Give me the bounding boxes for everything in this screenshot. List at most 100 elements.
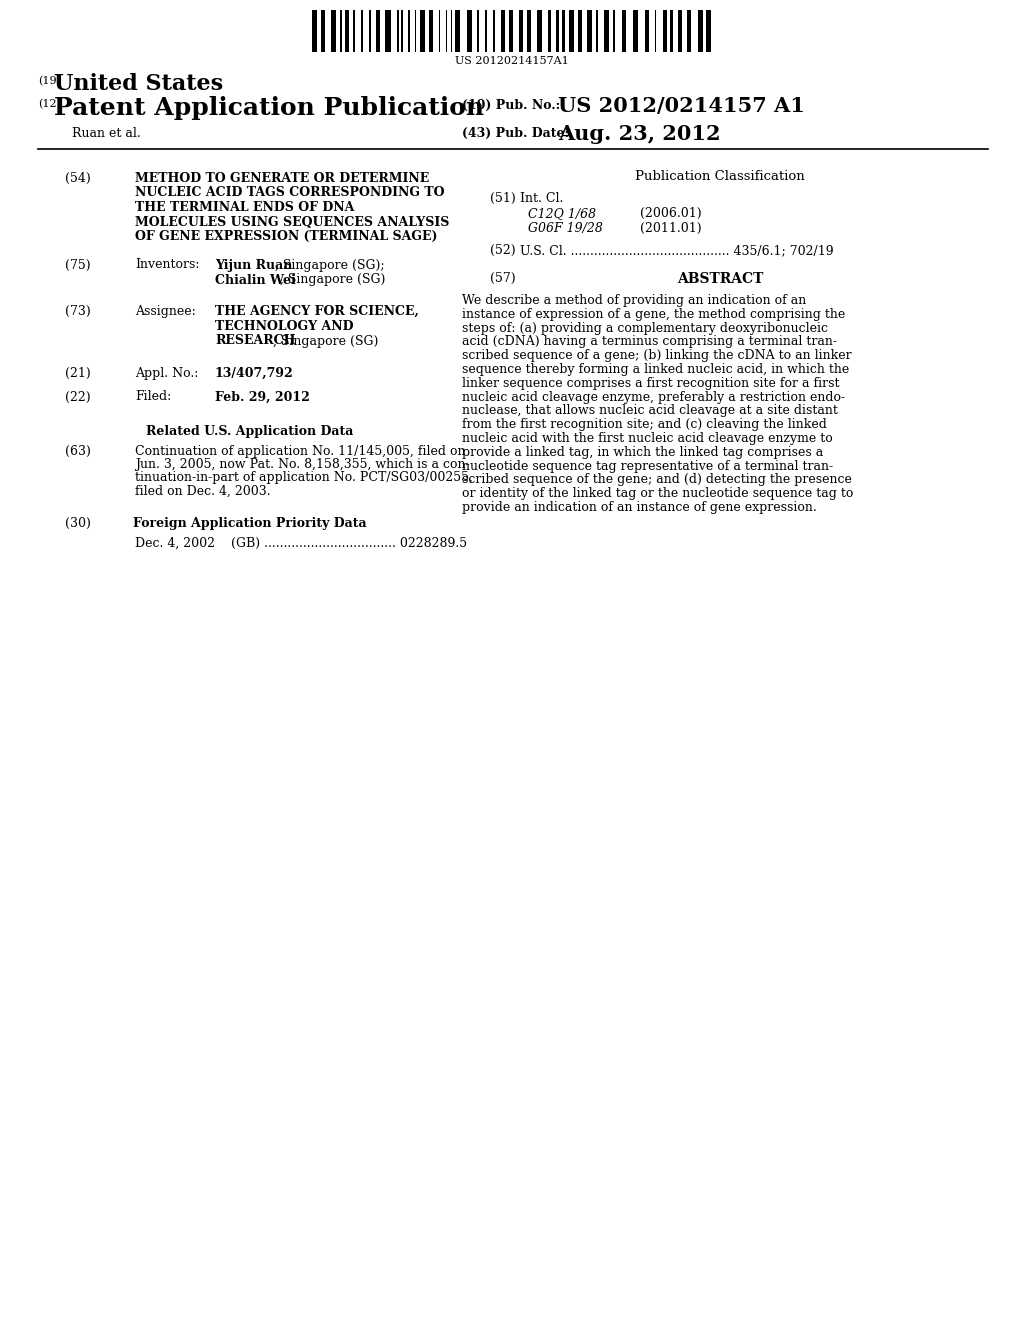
Bar [467,11,472,51]
Text: provide a linked tag, in which the linked tag comprises a: provide a linked tag, in which the linke… [462,446,823,459]
Bar [312,11,317,51]
Text: Int. Cl.: Int. Cl. [520,191,563,205]
Text: Foreign Application Priority Data: Foreign Application Priority Data [133,516,367,529]
Bar [370,11,371,51]
Bar [455,11,460,51]
Bar [527,11,531,51]
Text: ABSTRACT: ABSTRACT [677,272,763,286]
Text: (52): (52) [490,244,516,257]
Text: RESEARCH: RESEARCH [215,334,296,347]
Text: , Singapore (SG): , Singapore (SG) [280,273,385,286]
Bar [451,11,453,51]
Bar [596,11,598,51]
Bar [385,11,391,51]
Bar [401,11,403,51]
Text: linker sequence comprises a first recognition site for a first: linker sequence comprises a first recogn… [462,376,840,389]
Bar [331,11,337,51]
Bar [322,11,326,51]
Bar [633,11,638,51]
Bar [501,11,506,51]
Text: (19): (19) [38,77,61,86]
Text: THE TERMINAL ENDS OF DNA: THE TERMINAL ENDS OF DNA [135,201,354,214]
Bar [622,11,626,51]
Text: acid (cDNA) having a terminus comprising a terminal tran-: acid (cDNA) having a terminus comprising… [462,335,837,348]
Text: (2011.01): (2011.01) [640,222,701,235]
Text: C12Q 1/68: C12Q 1/68 [528,207,596,220]
Text: from the first recognition site; and (c) cleaving the linked: from the first recognition site; and (c)… [462,418,826,432]
Text: (2006.01): (2006.01) [640,207,701,220]
Text: (43) Pub. Date:: (43) Pub. Date: [462,127,569,140]
Bar [345,11,349,51]
Text: or identity of the linked tag or the nucleotide sequence tag to: or identity of the linked tag or the nuc… [462,487,853,500]
Bar [361,11,364,51]
Bar [687,11,691,51]
Bar [556,11,559,51]
Text: Inventors:: Inventors: [135,259,200,272]
Text: United States: United States [54,73,223,95]
Bar [538,11,543,51]
Text: (54): (54) [65,172,91,185]
Text: filed on Dec. 4, 2003.: filed on Dec. 4, 2003. [135,484,270,498]
Text: instance of expression of a gene, the method comprising the: instance of expression of a gene, the me… [462,308,845,321]
Text: , Singapore (SG): , Singapore (SG) [273,334,379,347]
Text: (12): (12) [38,99,61,110]
Text: NUCLEIC ACID TAGS CORRESPONDING TO: NUCLEIC ACID TAGS CORRESPONDING TO [135,186,444,199]
Bar [654,11,656,51]
Text: (10) Pub. No.:: (10) Pub. No.: [462,99,560,112]
Text: Dec. 4, 2002    (GB) .................................. 0228289.5: Dec. 4, 2002 (GB) ......................… [135,536,467,549]
Bar [409,11,411,51]
Bar [670,11,674,51]
Bar [604,11,609,51]
Text: (63): (63) [65,445,91,458]
Text: Feb. 29, 2012: Feb. 29, 2012 [215,391,310,404]
Text: Related U.S. Application Data: Related U.S. Application Data [146,425,353,437]
Text: sequence thereby forming a linked nucleic acid, in which the: sequence thereby forming a linked nuclei… [462,363,849,376]
Text: We describe a method of providing an indication of an: We describe a method of providing an ind… [462,294,806,308]
Text: Jun. 3, 2005, now Pat. No. 8,158,355, which is a con-: Jun. 3, 2005, now Pat. No. 8,158,355, wh… [135,458,470,471]
Text: G06F 19/28: G06F 19/28 [528,222,603,235]
Text: nuclease, that allows nucleic acid cleavage at a site distant: nuclease, that allows nucleic acid cleav… [462,404,838,417]
Text: nucleotide sequence tag representative of a terminal tran-: nucleotide sequence tag representative o… [462,459,834,473]
Text: Ruan et al.: Ruan et al. [72,127,140,140]
Text: MOLECULES USING SEQUENCES ANALYSIS: MOLECULES USING SEQUENCES ANALYSIS [135,215,450,228]
Text: Appl. No.:: Appl. No.: [135,367,199,380]
Text: US 20120214157A1: US 20120214157A1 [455,55,569,66]
Bar [706,11,712,51]
Text: (30): (30) [65,516,91,529]
Bar [663,11,668,51]
Bar [438,11,440,51]
Text: nucleic acid cleavage enzyme, preferably a restriction endo-: nucleic acid cleavage enzyme, preferably… [462,391,845,404]
Bar [353,11,355,51]
Text: THE AGENCY FOR SCIENCE,: THE AGENCY FOR SCIENCE, [215,305,419,318]
Bar [340,11,342,51]
Text: Patent Application Publication: Patent Application Publication [54,96,484,120]
Text: (21): (21) [65,367,91,380]
Bar [509,11,513,51]
Bar [645,11,649,51]
Text: US 2012/0214157 A1: US 2012/0214157 A1 [558,96,805,116]
Bar [579,11,582,51]
Bar [562,11,565,51]
Bar [588,11,592,51]
Bar [698,11,703,51]
Bar [420,11,425,51]
Bar [377,11,380,51]
Bar [548,11,551,51]
Bar [397,11,399,51]
Text: Publication Classification: Publication Classification [635,170,805,183]
Text: Aug. 23, 2012: Aug. 23, 2012 [558,124,721,144]
Text: provide an indication of an instance of gene expression.: provide an indication of an instance of … [462,502,817,513]
Text: TECHNOLOGY AND: TECHNOLOGY AND [215,319,353,333]
Text: 13/407,792: 13/407,792 [215,367,294,380]
Text: (22): (22) [65,391,91,404]
Text: scribed sequence of the gene; and (d) detecting the presence: scribed sequence of the gene; and (d) de… [462,474,852,486]
Bar [493,11,495,51]
Bar [678,11,682,51]
Text: (73): (73) [65,305,91,318]
Text: steps of: (a) providing a complementary deoxyribonucleic: steps of: (a) providing a complementary … [462,322,828,334]
Text: (75): (75) [65,259,91,272]
Text: METHOD TO GENERATE OR DETERMINE: METHOD TO GENERATE OR DETERMINE [135,172,429,185]
Bar [612,11,615,51]
Bar [485,11,486,51]
Text: tinuation-in-part of application No. PCT/SG03/00255,: tinuation-in-part of application No. PCT… [135,471,473,484]
